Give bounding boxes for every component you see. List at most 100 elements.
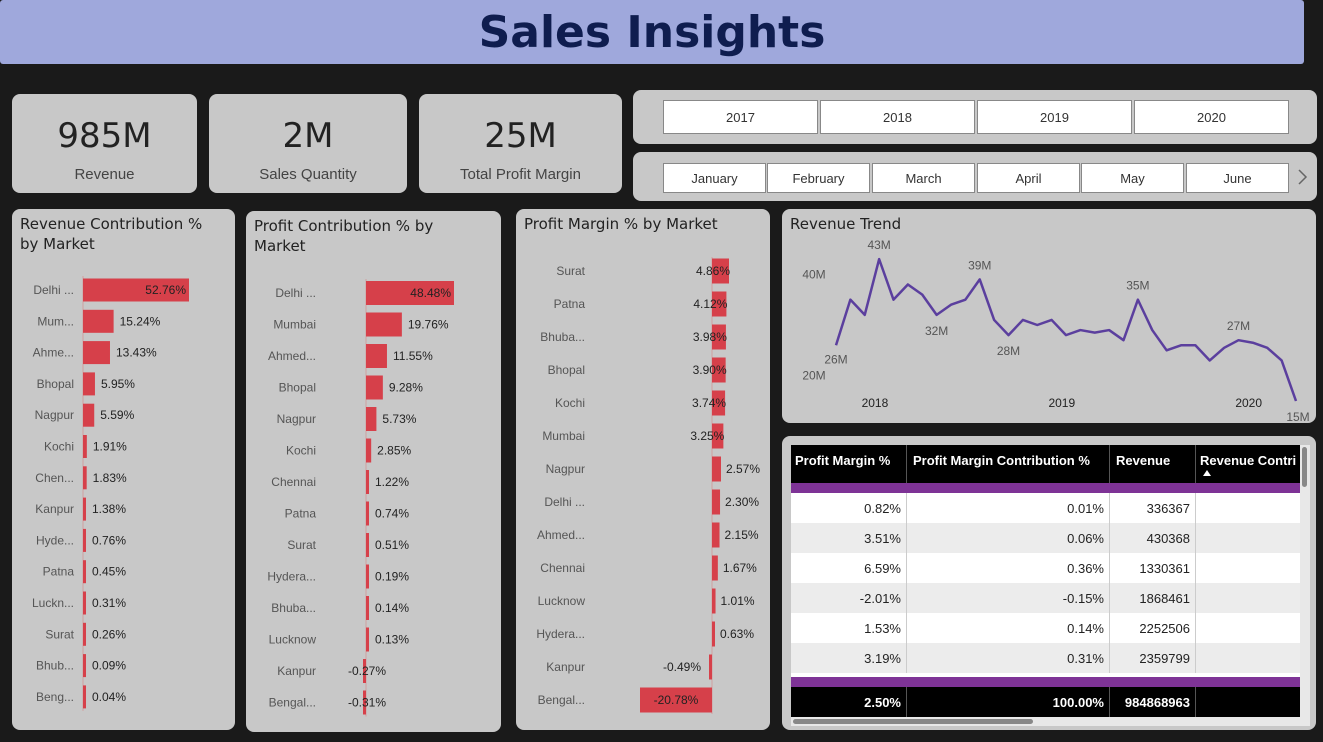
table-row[interactable]: 1.53% 0.14% 2252506 [791,613,1310,643]
month-button-january[interactable]: January [663,163,766,193]
bar[interactable] [712,523,720,548]
category-label: Nagpur [546,462,585,476]
bar[interactable] [709,655,712,680]
bar[interactable] [712,622,715,647]
category-label: Luckn... [32,596,74,610]
year-button-2020[interactable]: 2020 [1134,100,1289,134]
category-label: Hyde... [36,533,74,547]
bar[interactable] [83,623,86,646]
bar[interactable] [83,685,86,708]
bar[interactable] [83,341,110,364]
category-label: Lucknow [538,594,586,608]
bar[interactable] [366,628,369,652]
table-cell: 1330361 [1110,553,1196,583]
table-cell: 0.01% [907,493,1110,523]
data-label: 1.67% [723,561,757,575]
month-button-february[interactable]: February [767,163,870,193]
year-button-2019[interactable]: 2019 [977,100,1132,134]
column-header-profit-margin-contribution[interactable]: Profit Margin Contribution % [907,445,1110,483]
bar[interactable] [366,407,376,431]
category-label: Surat [287,538,316,552]
bar[interactable] [83,404,94,427]
table-cell: 2252506 [1110,613,1196,643]
bar[interactable] [83,372,95,395]
table-row[interactable]: 0.82% 0.01% 336367 [791,493,1310,523]
bar[interactable] [712,490,720,515]
y-tick-label: 20M [802,369,825,383]
total-revenue-contribution [1196,687,1310,717]
x-tick-label: 2018 [862,396,889,410]
month-button-may[interactable]: May [1081,163,1184,193]
table-row[interactable]: 3.19% 0.31% 2359799 [791,643,1310,673]
month-button-april[interactable]: April [977,163,1080,193]
kpi-card-sales-quantity[interactable]: 2M Sales Quantity [209,94,407,193]
bar[interactable] [366,533,369,557]
vertical-scrollbar-thumb[interactable] [1302,447,1307,487]
column-header-profit-margin[interactable]: Profit Margin % [791,445,907,483]
bar[interactable] [83,435,87,458]
year-button-2018[interactable]: 2018 [820,100,975,134]
point-label: 39M [968,258,991,272]
data-label: 15.24% [120,314,161,328]
bar[interactable] [366,502,369,526]
vertical-scrollbar[interactable] [1300,445,1310,717]
category-label: Mumbai [273,318,316,332]
bar[interactable] [366,565,369,589]
bar[interactable] [366,344,387,368]
bar[interactable] [83,529,86,552]
data-label: 4.12% [693,297,727,311]
data-label: 1.22% [375,475,409,489]
data-label: 2.57% [726,462,760,476]
category-label: Delhi ... [275,286,316,300]
category-label: Lucknow [269,633,317,647]
data-label: 13.43% [116,346,157,360]
kpi-card-revenue[interactable]: 985M Revenue [12,94,197,193]
data-label: 0.63% [720,627,754,641]
year-button-2017[interactable]: 2017 [663,100,818,134]
kpi-label: Total Profit Margin [460,166,581,183]
bar[interactable] [83,654,86,677]
table-row[interactable]: 6.59% 0.36% 1330361 [791,553,1310,583]
data-label: 2.30% [725,495,759,509]
kpi-value: 985M [57,116,151,156]
bar[interactable] [366,313,402,337]
point-label: 26M [824,352,847,366]
bar[interactable] [366,596,369,620]
point-label: 15M [1286,410,1309,423]
bar[interactable] [83,592,86,615]
category-label: Bhuba... [271,601,316,615]
category-label: Bhopal [279,381,316,395]
sort-ascending-icon [1202,469,1212,477]
bar[interactable] [366,470,369,494]
chevron-right-icon[interactable] [1295,166,1309,188]
point-label: 32M [925,324,948,338]
bar[interactable] [366,376,383,400]
bar[interactable] [712,589,716,614]
table-row[interactable]: -2.01% -0.15% 1868461 [791,583,1310,613]
data-label: 1.91% [93,440,127,454]
column-header-revenue-contribution[interactable]: Revenue Contri [1196,445,1310,483]
category-label: Surat [45,627,74,641]
data-label: 0.19% [375,570,409,584]
column-header-revenue[interactable]: Revenue [1110,445,1196,483]
dashboard-header: Sales Insights [0,0,1304,64]
bar[interactable] [83,310,114,333]
bar[interactable] [83,498,86,521]
month-button-june[interactable]: June [1186,163,1289,193]
horizontal-scrollbar[interactable] [791,717,1310,726]
month-button-march[interactable]: March [872,163,975,193]
bar[interactable] [712,556,718,581]
bar[interactable] [83,560,86,583]
page-title: Sales Insights [479,7,826,58]
table-row[interactable]: 3.51% 0.06% 430368 [791,523,1310,553]
horizontal-scrollbar-thumb[interactable] [793,719,1033,724]
table-cell [1196,493,1310,523]
bar[interactable] [83,466,87,489]
bar[interactable] [712,457,721,482]
category-label: Chen... [35,471,74,485]
bar[interactable] [366,439,371,463]
kpi-card-profit-margin[interactable]: 25M Total Profit Margin [419,94,622,193]
category-label: Ahmed... [268,349,316,363]
category-label: Bengal... [538,693,585,707]
table-cell: 336367 [1110,493,1196,523]
